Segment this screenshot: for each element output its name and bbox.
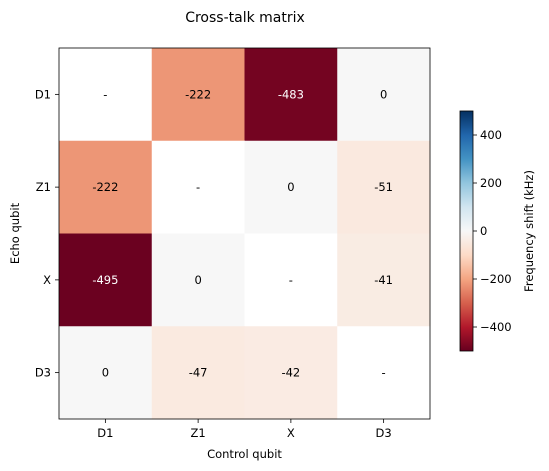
y-tick-label: D3 — [35, 366, 51, 380]
x-tick-label: D1 — [97, 426, 113, 440]
y-tick-label: X — [43, 273, 51, 287]
cell-value-label: 0 — [194, 273, 201, 287]
cell-value-label: 0 — [287, 180, 294, 194]
heatmap-cells — [59, 48, 431, 420]
colorbar-tick-label: 0 — [480, 224, 487, 238]
cell-value-label: -222 — [92, 180, 118, 194]
heatmap-cell — [244, 48, 338, 142]
x-axis-label: Control qubit — [207, 447, 282, 461]
y-axis-ticks: D1 Z1 X D3 — [35, 87, 59, 380]
heatmap-cell — [59, 326, 153, 420]
y-tick-label: D1 — [35, 87, 51, 101]
heatmap-cell — [151, 140, 245, 234]
colorbar — [459, 110, 474, 352]
x-tick-label: D3 — [376, 426, 392, 440]
cell-value-label: - — [103, 87, 107, 101]
heatmap-cell — [337, 48, 431, 142]
x-axis-ticks: D1 Z1 X D3 — [97, 419, 392, 440]
heatmap-cell — [337, 233, 431, 327]
cell-value-label: - — [289, 273, 293, 287]
cell-value-label: 0 — [102, 366, 109, 380]
colorbar-tick-label: −200 — [480, 272, 512, 286]
colorbar-tick-label: 400 — [480, 128, 502, 142]
heatmap-cell — [337, 326, 431, 420]
heatmap-cell — [337, 140, 431, 234]
cell-value-label: -495 — [92, 273, 118, 287]
heatmap-cell — [244, 326, 338, 420]
x-tick-label: X — [287, 426, 295, 440]
heatmap-cell — [151, 326, 245, 420]
colorbar-tick-label: 200 — [480, 176, 502, 190]
colorbar-tick-label: −400 — [480, 320, 512, 334]
y-axis-label: Echo qubit — [8, 202, 22, 264]
cell-value-label: - — [382, 366, 386, 380]
cell-value-label: -222 — [185, 87, 211, 101]
colorbar-label: Frequency shift (kHz) — [522, 170, 536, 292]
cell-value-label: -42 — [281, 366, 300, 380]
y-tick-label: Z1 — [36, 180, 51, 194]
heatmap-cell — [244, 140, 338, 234]
heatmap-cell-labels: - -222 -483 0 -222 - 0 -51 -495 0 - -41 0 -47 -42 - — [92, 87, 393, 379]
heatmap-cell — [59, 48, 153, 142]
heatmap-cell — [59, 140, 153, 234]
cell-value-label: - — [196, 180, 200, 194]
cell-value-label: -483 — [278, 87, 304, 101]
cell-value-label: -51 — [374, 180, 393, 194]
chart-title: Cross-talk matrix — [185, 10, 305, 26]
cell-value-label: -41 — [374, 273, 393, 287]
heatmap-cell — [151, 233, 245, 327]
colorbar-ticks: 400 200 0 −200 −400 — [473, 128, 512, 334]
plot-frame — [58, 47, 431, 420]
cell-value-label: -47 — [189, 366, 208, 380]
heatmap-cell — [59, 233, 153, 327]
x-tick-label: Z1 — [191, 426, 206, 440]
heatmap-cell — [244, 233, 338, 327]
heatmap-cell — [151, 48, 245, 142]
cell-value-label: 0 — [380, 87, 387, 101]
